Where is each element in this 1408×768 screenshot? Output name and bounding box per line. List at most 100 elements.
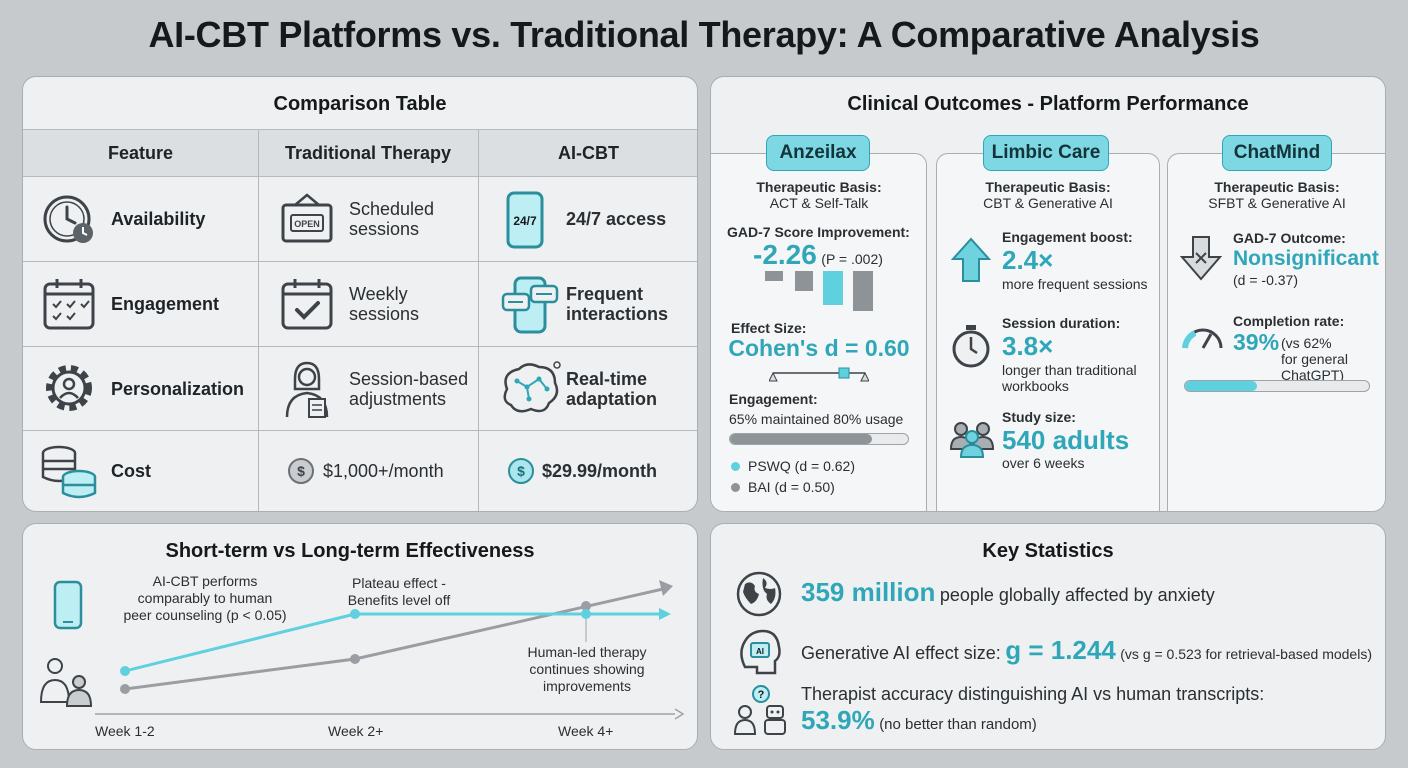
limbic-study-text: over 6 weeks (1002, 455, 1085, 471)
svg-text:$: $ (297, 463, 305, 479)
clinical-outcomes-title: Clinical Outcomes - Platform Performance (847, 93, 1249, 115)
limbic-duration-text: longer than traditional workbooks (1002, 362, 1137, 394)
tab-chatmind: ChatMind (1222, 135, 1332, 171)
stat-effect-value: g = 1.244 (1005, 635, 1116, 665)
chatmind-gad-d: (d = -0.37) (1233, 272, 1298, 288)
stat-effect-note: (vs g = 0.523 for retrieval-based models… (1120, 646, 1372, 662)
svg-text:?: ? (758, 689, 765, 701)
phone-icon (53, 580, 83, 630)
legend-pswq: PSWQ (d = 0.62) (731, 458, 855, 474)
column-header-ai-cbt: AI-CBT (558, 143, 619, 163)
anzeilax-effect-value: Cohen's d = 0.60 (728, 335, 910, 361)
calendar-icon (43, 279, 95, 330)
stat-accuracy-text: Therapist accuracy distinguishing AI vs … (801, 684, 1265, 704)
column-header-traditional: Traditional Therapy (284, 143, 452, 163)
table-row: Personalization Session-based adjustments… (23, 347, 697, 430)
traditional-cell: Session-based adjustments (349, 369, 469, 409)
chatmind-completion-value: 39% (1233, 329, 1280, 355)
ai-cbt-point (581, 609, 591, 619)
stat-accuracy-note: (no better than random) (879, 716, 1037, 733)
coin-stack-icon (41, 445, 97, 499)
limbic-boost-value: 2.4× (1002, 245, 1054, 275)
chatmind-basis: SFBT & Generative AI (1208, 195, 1346, 211)
calendar-check-icon (281, 279, 333, 330)
comparison-table-panel: Comparison Table Feature Traditional The… (22, 76, 698, 512)
chatmind-gad-value: Nonsignificant (1233, 247, 1379, 270)
ai-cell: Frequent interactions (566, 284, 669, 324)
anzeilax-basis-label: Therapeutic Basis: (756, 179, 882, 195)
feature-label: Availability (111, 209, 206, 229)
table-row: Availability OPEN Scheduled sessions 24/7… (23, 177, 697, 261)
therapist-icon (285, 361, 329, 418)
ai-cell: Real-time adaptation (566, 369, 658, 409)
gauge-icon (1182, 328, 1223, 349)
chatmind-card (1167, 153, 1385, 511)
limbic-boost-label: Engagement boost: (1002, 229, 1133, 245)
column-header-feature: Feature (107, 143, 174, 163)
table-row: Engagement Weekly sessions Frequent intera… (23, 262, 697, 346)
svg-text:$: $ (517, 463, 525, 479)
svg-text:24/7: 24/7 (513, 214, 537, 228)
effectiveness-title: Short-term vs Long-term Effectiveness (165, 540, 535, 562)
stat-anxiety-value: 359 million (801, 577, 936, 607)
feature-label: Personalization (111, 379, 245, 399)
open-sign-icon: OPEN (281, 193, 333, 243)
human-therapy-line (124, 657, 356, 691)
ai-cbt-arrow (659, 608, 671, 620)
key-statistics-panel: Key Statistics 359 million people global… (710, 523, 1386, 750)
chatmind-basis-label: Therapeutic Basis: (1214, 179, 1340, 195)
anzeilax-effect-label: Effect Size: (731, 320, 807, 336)
stat-effect-text: Generative AI effect size: (801, 643, 1001, 663)
chatmind-gad-label: GAD-7 Outcome: (1233, 230, 1346, 246)
chatmind-completion-bar (1184, 380, 1370, 392)
globe-icon (736, 571, 782, 617)
stat-accuracy-value: 53.9% (801, 705, 875, 735)
human-therapy-point (120, 684, 130, 694)
feature-label: Engagement (111, 294, 220, 314)
traditional-cell: Weekly sessions (349, 284, 420, 324)
person-pair-icon (39, 658, 93, 707)
dollar-coin-icon: $ (288, 458, 314, 484)
anzeilax-engagement-label: Engagement: (729, 391, 818, 407)
human-robot-icon: ? (733, 685, 786, 735)
anzeilax-engagement-bar (729, 433, 909, 445)
anzeilax-engagement-text: 65% maintained 80% usage (729, 411, 904, 427)
clinical-outcomes-panel: Clinical Outcomes - Platform Performance… (710, 76, 1386, 512)
anzeilax-gad: -2.26 (P = .002) (753, 239, 883, 271)
note-human: Human-led therapy continues showing improv… (527, 644, 647, 694)
people-group-icon (949, 422, 995, 458)
arrow-up-icon (951, 237, 991, 282)
legend-bai: BAI (d = 0.50) (731, 479, 835, 495)
x-label: Week 4+ (558, 723, 614, 739)
ai-cell: $29.99/month (542, 461, 658, 481)
limbic-duration-label: Session duration: (1002, 315, 1121, 331)
brain-icon (503, 361, 561, 413)
human-therapy-point (581, 601, 591, 611)
chatmind-completion-label: Completion rate: (1233, 313, 1345, 329)
stat-accuracy: 53.9% (no better than random) (801, 705, 1037, 736)
svg-text:OPEN: OPEN (294, 219, 320, 229)
svg-text:AI: AI (756, 647, 764, 656)
stat-effect-size: Generative AI effect size: g = 1.244 (vs… (801, 635, 1372, 666)
effectiveness-panel: Short-term vs Long-term Effectiveness AI… (22, 523, 698, 750)
chatmind-completion-text: (vs 62% for general ChatGPT) (1281, 335, 1348, 383)
clock-icon (43, 195, 93, 243)
limbic-study-label: Study size: (1002, 409, 1076, 425)
limbic-boost-text: more frequent sessions (1002, 276, 1148, 292)
gear-person-icon (46, 365, 92, 411)
table-row: Cost $ $1,000+/month $ $29.99/month (23, 431, 697, 511)
stat-anxiety: 359 million people globally affected by … (801, 577, 1215, 608)
stat-anxiety-text: people globally affected by anxiety (939, 585, 1215, 605)
mini-bar-chart (765, 271, 873, 311)
effectiveness-chart (39, 580, 685, 720)
tab-anzeilax: Anzeilax (766, 135, 870, 171)
ai-cbt-point (350, 609, 360, 619)
stopwatch-icon (952, 325, 990, 368)
human-therapy-line (354, 587, 664, 661)
ai-cell: 24/7 access (566, 209, 667, 229)
effect-size-scale (769, 367, 869, 382)
ai-cbt-line (124, 612, 356, 673)
feature-label: Cost (111, 461, 151, 481)
phone-24-7-icon: 24/7 (506, 191, 544, 249)
ai-head-icon: AI (740, 629, 781, 675)
